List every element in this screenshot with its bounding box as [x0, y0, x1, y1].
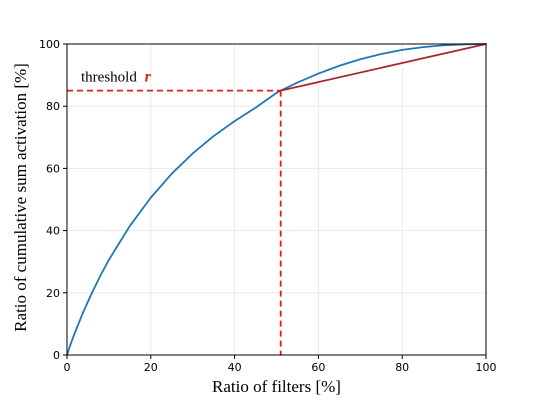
- y-tick-label: 0: [53, 349, 60, 362]
- y-tick-label: 40: [46, 225, 60, 238]
- x-tick-label: 40: [228, 361, 242, 374]
- ticks-layer: 0 20 40 60 80 100 0 20 40 60 80 100: [39, 38, 497, 374]
- cumulative-activation-line: [66, 43, 487, 356]
- x-tick-label: 60: [311, 361, 325, 374]
- threshold-annotation: threshold r: [81, 69, 152, 86]
- y-tick-label: 20: [46, 287, 60, 300]
- threshold-layer: [67, 89, 282, 355]
- threshold-annotation-label: threshold: [81, 70, 137, 86]
- y-tick-label: 60: [46, 162, 60, 175]
- y-tick-label: 80: [46, 100, 60, 113]
- y-tick-label: 100: [39, 38, 60, 51]
- plot-frame: [66, 43, 487, 356]
- x-tick-label: 0: [64, 361, 71, 374]
- x-axis-title: Ratio of filters [%]: [212, 377, 341, 396]
- y-axis-title: Ratio of cumulative sum activation [%]: [11, 63, 30, 332]
- series-layer: [66, 43, 487, 356]
- x-tick-label: 20: [144, 361, 158, 374]
- threshold-annotation-variable: r: [145, 69, 152, 86]
- x-tick-label: 80: [395, 361, 409, 374]
- x-tick-label: 100: [476, 361, 497, 374]
- linear-segment-line: [279, 43, 487, 92]
